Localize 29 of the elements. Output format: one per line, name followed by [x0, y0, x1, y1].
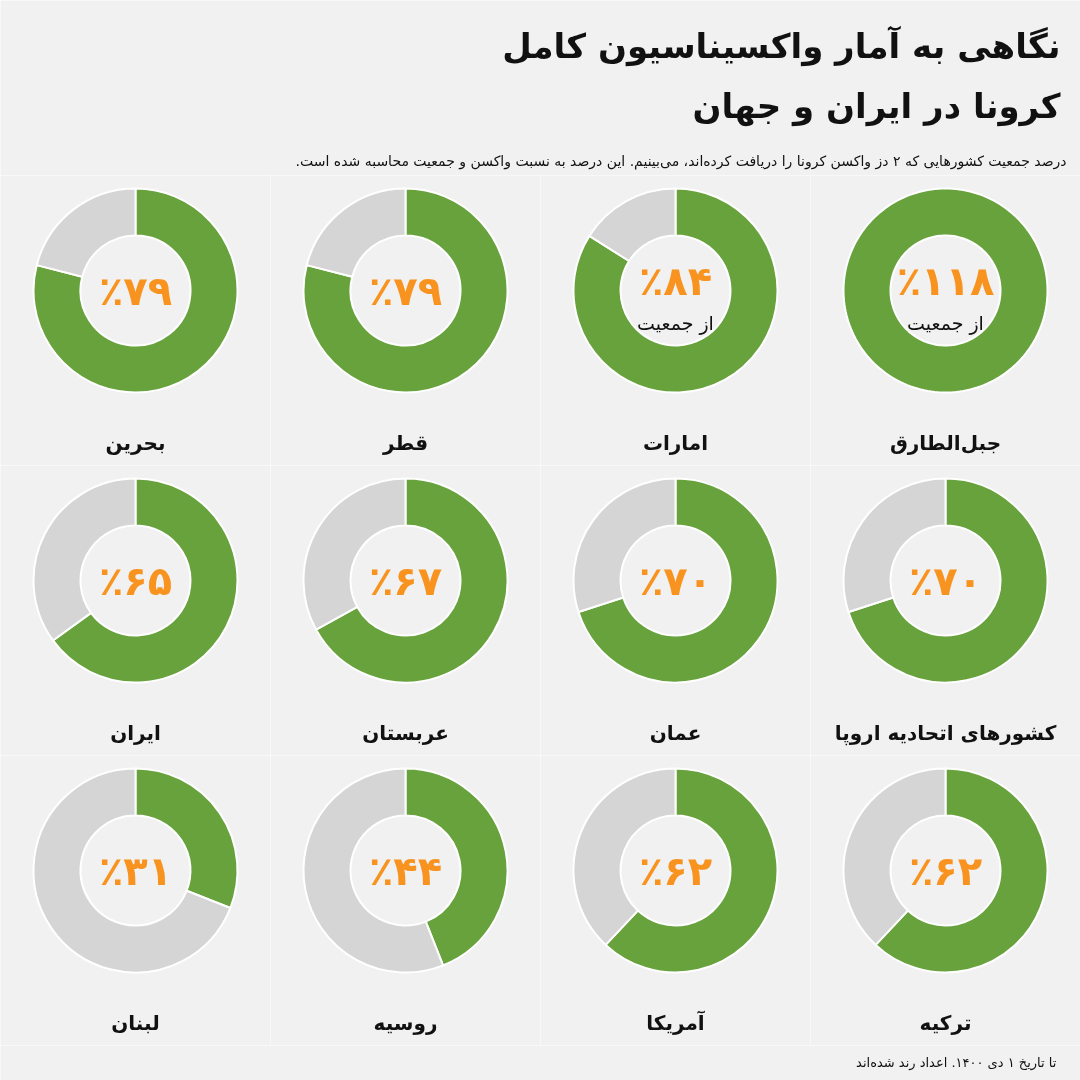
data-label: ٪۴۴ [368, 847, 443, 894]
data-label: ٪۳۱ [98, 847, 173, 894]
text: قطر [381, 430, 429, 455]
data-label: ٪۷۰ [638, 557, 713, 604]
text: روسیه [373, 1010, 438, 1035]
text: نگاهی به آمار واکسیناسیون کامل کرونا در ایران و جهان [502, 24, 1061, 127]
data-label: ٪۸۴ [638, 257, 713, 304]
text: ایران [110, 720, 161, 745]
text: آمریکا [646, 1009, 706, 1035]
text: از جمعیت [637, 311, 714, 335]
text: درصد جمعیت کشورهایی که ۲ دز واکسن کرونا را دریافت کرده‌اند، می‌بینیم. این درصد به نسبت واکسن و جمعیت محاسبه شده است. [295, 152, 1067, 170]
data-label: ٪۶۲ [908, 847, 983, 894]
text: عربستان [362, 720, 449, 745]
data-label: ٪۷۰ [908, 557, 983, 604]
data-label: ٪۶۲ [638, 847, 713, 894]
data-label: ٪۷۹ [98, 267, 173, 314]
text: تا تاریخ ۱ دی ۱۴۰۰. اعداد رند شده‌اند [856, 1055, 1057, 1071]
text: ترکیه [919, 1010, 972, 1035]
data-label: ٪۶۵ [98, 557, 173, 604]
text: بحرین [105, 430, 166, 455]
text: لبنان [111, 1010, 160, 1035]
data-label: ٪۶۷ [368, 557, 443, 604]
data-label: ٪۷۹ [368, 267, 443, 314]
text: جبل‌الطارق [889, 430, 1002, 455]
text: امارات [642, 430, 709, 455]
text: عمان [649, 720, 702, 745]
text: از جمعیت [907, 311, 984, 335]
data-label: ٪۱۱۸ [896, 257, 995, 304]
text: کشورهای اتحادیه اروپا [834, 720, 1057, 746]
